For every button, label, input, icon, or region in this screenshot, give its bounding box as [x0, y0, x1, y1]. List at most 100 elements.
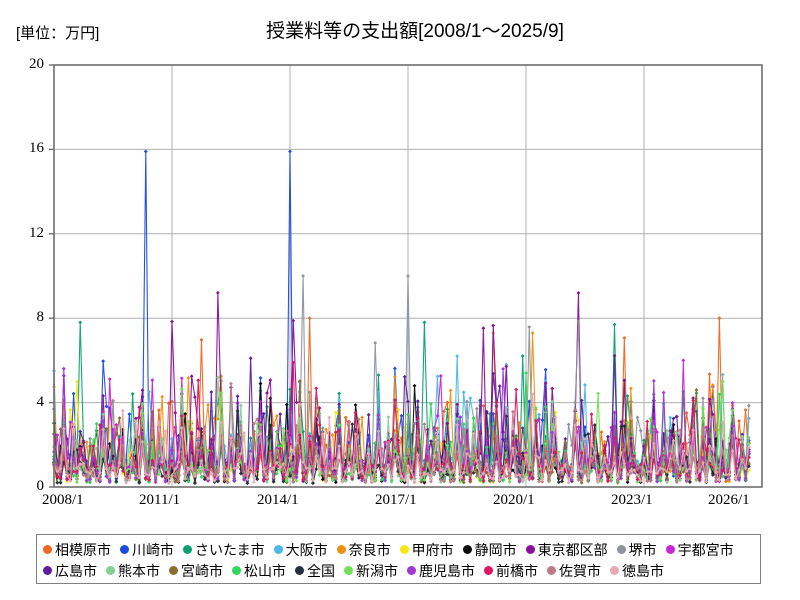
- series-marker: [143, 475, 148, 480]
- series-marker: [179, 414, 184, 418]
- series-marker: [658, 475, 663, 480]
- series-marker: [438, 480, 443, 484]
- series-marker: [304, 478, 309, 483]
- series-marker: [442, 409, 446, 414]
- series-marker: [576, 425, 581, 430]
- series-marker: [91, 456, 96, 461]
- series-marker: [183, 466, 188, 471]
- series-marker: [497, 451, 502, 456]
- legend-item-さいたま市[interactable]: さいたま市: [183, 543, 265, 557]
- series-marker: [632, 468, 637, 472]
- series-marker: [55, 474, 60, 479]
- legend-item-熊本市[interactable]: 熊本市: [106, 564, 160, 578]
- series-marker: [88, 471, 92, 476]
- legend-item-全国[interactable]: 全国: [295, 564, 335, 578]
- series-marker: [160, 474, 165, 479]
- legend-item-松山市[interactable]: 松山市: [232, 564, 286, 578]
- series-marker: [576, 418, 581, 423]
- series-marker: [222, 476, 227, 480]
- series-marker: [337, 408, 342, 413]
- series-marker: [143, 441, 148, 446]
- series-marker: [278, 446, 283, 451]
- series-marker: [612, 461, 617, 465]
- series-marker: [720, 420, 725, 425]
- y-tick-label: 0: [36, 478, 45, 494]
- legend-item-鹿児島市[interactable]: 鹿児島市: [407, 564, 475, 578]
- legend-item-川崎市[interactable]: 川崎市: [120, 543, 174, 557]
- legend-label: 前橋市: [496, 562, 538, 579]
- series-marker: [746, 435, 751, 440]
- series-marker: [140, 394, 145, 399]
- legend-item-大阪市[interactable]: 大阪市: [273, 543, 328, 557]
- legend-marker-icon: [295, 566, 304, 575]
- series-marker: [196, 468, 201, 472]
- legend-marker-icon: [399, 545, 409, 554]
- series-marker: [494, 400, 499, 405]
- legend-item-奈良市[interactable]: 奈良市: [336, 543, 391, 557]
- legend-item-静岡市[interactable]: 静岡市: [462, 543, 517, 557]
- legend-item-宇都宮市[interactable]: 宇都宮市: [665, 543, 734, 557]
- series-marker: [701, 460, 705, 465]
- series-marker: [297, 449, 302, 454]
- series-marker: [202, 477, 207, 482]
- series-marker: [170, 436, 174, 441]
- legend-item-宮崎市[interactable]: 宮崎市: [169, 564, 223, 578]
- series-marker: [288, 467, 292, 471]
- series-marker: [271, 466, 276, 471]
- series-marker: [78, 429, 83, 434]
- legend-item-新潟市[interactable]: 新潟市: [344, 564, 398, 578]
- series-marker: [599, 467, 604, 472]
- series-marker: [140, 401, 145, 406]
- series-marker: [215, 290, 220, 295]
- legend-label: さいたま市: [195, 541, 265, 558]
- series-marker: [507, 474, 512, 479]
- series-marker: [733, 476, 738, 481]
- unit-label: [単位：万円]: [16, 25, 100, 42]
- series-marker: [543, 445, 548, 450]
- series-marker: [583, 383, 587, 387]
- series-marker: [520, 354, 525, 358]
- series-marker: [278, 468, 283, 473]
- series-marker: [327, 473, 332, 478]
- series-marker: [671, 469, 676, 474]
- series-marker: [343, 479, 348, 483]
- series-marker: [232, 466, 237, 471]
- legend-label: 東京都区部: [537, 541, 608, 558]
- legend-marker-icon: [462, 545, 472, 554]
- series-marker: [619, 419, 623, 424]
- series-marker: [429, 477, 433, 481]
- series-marker: [429, 469, 433, 474]
- series-marker: [622, 336, 627, 340]
- series-marker: [497, 478, 502, 483]
- series-marker: [474, 470, 479, 475]
- legend-item-堺市[interactable]: 堺市: [616, 543, 657, 557]
- legend-marker-icon: [106, 566, 115, 575]
- series-marker: [648, 457, 653, 462]
- legend-label: 熊本市: [118, 562, 160, 579]
- series-marker: [602, 443, 607, 448]
- series-marker: [701, 407, 705, 411]
- legend-item-甲府市[interactable]: 甲府市: [399, 543, 454, 557]
- series-marker: [117, 445, 122, 449]
- series-marker: [701, 404, 705, 409]
- series-marker: [392, 458, 397, 463]
- legend-item-広島市[interactable]: 広島市: [43, 564, 97, 578]
- series-marker: [658, 478, 663, 483]
- series-marker: [687, 479, 692, 484]
- legend-item-佐賀市[interactable]: 佐賀市: [547, 564, 601, 578]
- series-marker: [628, 436, 633, 441]
- series-marker: [248, 452, 253, 456]
- series-marker: [137, 435, 142, 440]
- series-marker: [530, 392, 535, 397]
- series-marker: [120, 408, 125, 413]
- series-marker: [94, 421, 99, 426]
- series-marker: [737, 461, 741, 466]
- legend-item-相模原市[interactable]: 相模原市: [43, 543, 111, 557]
- legend-item-東京都区部[interactable]: 東京都区部: [525, 541, 608, 558]
- series-marker: [429, 439, 433, 444]
- legend-item-前橋市[interactable]: 前橋市: [484, 564, 538, 578]
- legend-item-徳島市[interactable]: 徳島市: [610, 564, 664, 578]
- series-marker: [222, 444, 227, 449]
- series-marker: [635, 466, 640, 471]
- series-marker: [189, 461, 194, 465]
